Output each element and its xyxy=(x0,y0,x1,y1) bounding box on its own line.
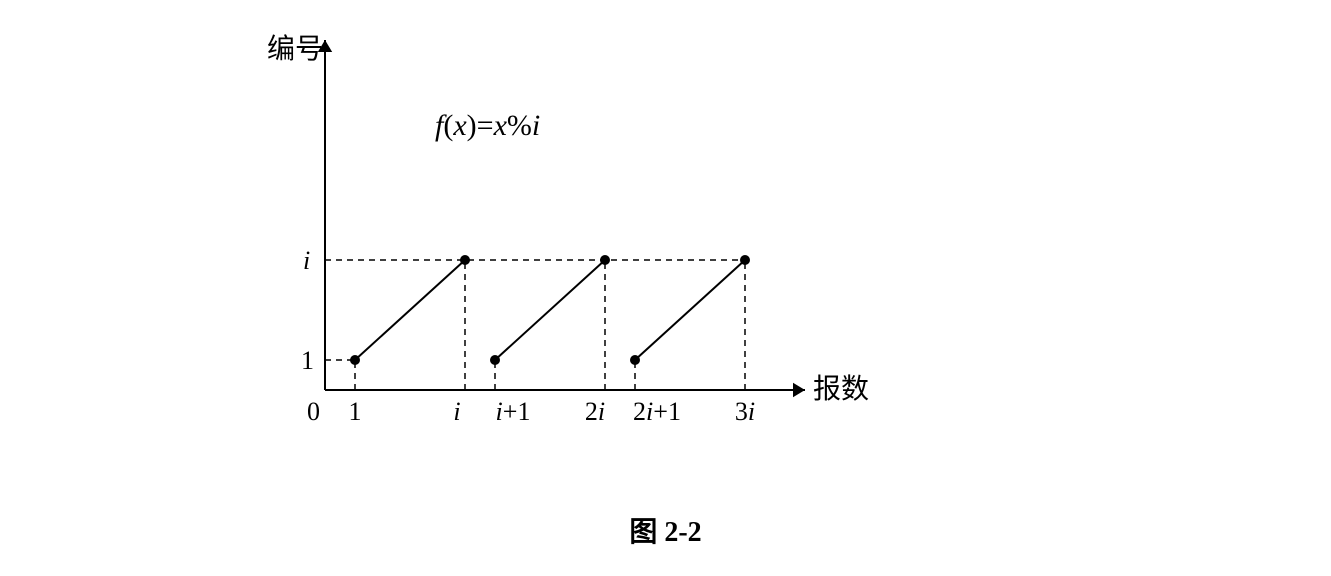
x-tick-2i-plus-1: 2i+1 xyxy=(633,397,681,426)
x-tick-2i: 2i xyxy=(585,397,605,426)
figure-caption: 图 2-2 xyxy=(0,510,1331,550)
modulo-chart: 编号报数f(x)=x%i1i01ii+12i2i+13i xyxy=(265,20,885,500)
function-label: f(x)=x%i xyxy=(435,109,540,142)
x-tick-1: 1 xyxy=(349,397,362,426)
x-tick-i-plus-1: i+1 xyxy=(496,397,531,426)
y-tick-1: 1 xyxy=(301,346,314,375)
y-axis-label: 编号 xyxy=(267,33,323,65)
origin-label: 0 xyxy=(307,397,320,426)
x-tick-i: i xyxy=(453,397,460,426)
x-tick-3i: 3i xyxy=(735,397,755,426)
chart-svg: 编号报数f(x)=x%i1i01ii+12i2i+13i xyxy=(265,20,885,460)
y-tick-i: i xyxy=(303,246,310,275)
x-axis-label: 报数 xyxy=(813,373,869,405)
